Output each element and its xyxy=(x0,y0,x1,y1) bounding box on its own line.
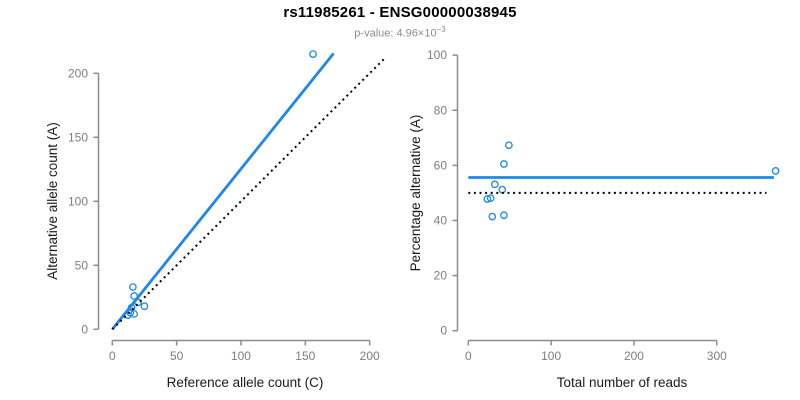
y-tick-label: 50 xyxy=(75,258,89,272)
data-point xyxy=(505,141,513,150)
y-tick-label: 100 xyxy=(68,194,88,208)
x-axis-label: Total number of reads xyxy=(557,375,688,390)
data-point xyxy=(486,194,495,203)
y-tick-label: 0 xyxy=(81,322,88,336)
x-tick-label: 200 xyxy=(360,349,380,363)
x-tick-label: 100 xyxy=(231,349,251,363)
y-tick-label: 20 xyxy=(434,269,448,283)
data-point xyxy=(488,212,497,221)
y-tick-label: 150 xyxy=(68,130,88,144)
x-tick-label: 0 xyxy=(109,349,116,363)
data-point xyxy=(129,283,137,291)
data-point xyxy=(130,310,139,318)
plot-subtitle: p-value: 4.96×10−3 xyxy=(0,25,800,40)
x-tick-label: 150 xyxy=(295,349,315,363)
identity-line xyxy=(111,57,386,331)
p-value-text: p-value: 4.96×10 xyxy=(354,27,437,40)
x-axis-label: Reference allele count (C) xyxy=(167,375,324,390)
y-axis-label: Alternative allele count (A) xyxy=(45,122,60,280)
y-tick-label: 200 xyxy=(68,66,88,80)
y-tick-label: 80 xyxy=(434,103,448,117)
fit-line xyxy=(111,52,335,331)
data-point xyxy=(500,211,508,220)
data-point xyxy=(771,167,780,175)
y-axis-label: Percentage alternative (A) xyxy=(408,115,423,272)
data-point xyxy=(309,50,317,58)
plot-title: rs11985261 - ENSG00000038945 xyxy=(283,4,517,21)
p-value-exponent: −3 xyxy=(436,25,446,34)
y-tick-label: 0 xyxy=(440,324,447,338)
x-tick-label: 0 xyxy=(465,349,472,363)
data-point xyxy=(490,180,499,189)
data-point xyxy=(483,195,492,203)
x-tick-label: 300 xyxy=(707,349,727,363)
x-tick-label: 50 xyxy=(170,349,184,363)
data-point xyxy=(500,160,508,168)
y-tick-label: 40 xyxy=(434,213,448,227)
y-tick-label: 100 xyxy=(427,48,447,62)
x-tick-label: 100 xyxy=(541,349,561,363)
y-tick-label: 60 xyxy=(434,158,448,172)
data-point xyxy=(140,302,149,311)
x-tick-label: 200 xyxy=(624,349,644,363)
data-point xyxy=(498,185,507,194)
